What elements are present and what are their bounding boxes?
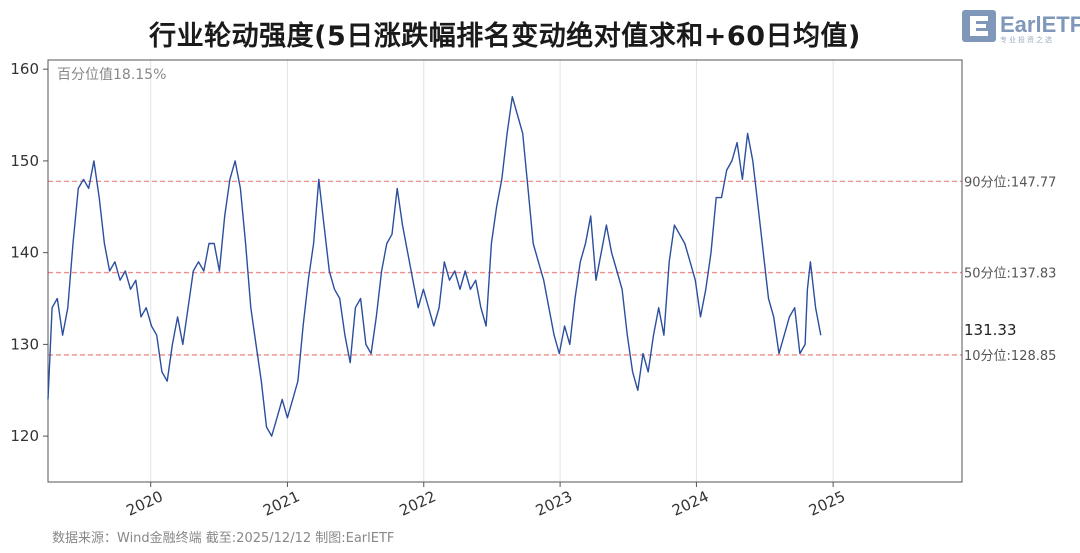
y-tick-label-130: 130	[10, 335, 39, 353]
chart-title: 行业轮动强度(5日涨跌幅排名变动绝对值求和+60日均值)	[149, 21, 861, 52]
reference-line-label-1: 50分位:137.83	[964, 267, 1056, 282]
plot-area-border	[47, 59, 963, 483]
logo-mark-icon	[962, 10, 996, 42]
earletf-logo: EarlETF 专业投资之选	[962, 8, 1080, 44]
percentile-annotation: 百分位值18.15%	[57, 67, 166, 83]
logo-subtext: 专业投资之选	[1000, 36, 1054, 44]
y-tick-label-160: 160	[10, 60, 39, 78]
y-tick-label-140: 140	[10, 244, 39, 262]
series-layer	[47, 95, 822, 437]
x-tick-label-2020: 2020	[123, 487, 165, 519]
percentile-reference-lines: 90分位:147.77 50分位:137.83 10分位:128.85	[48, 175, 1056, 364]
x-tick-label-2022: 2022	[397, 487, 439, 519]
x-tick-label-2023: 2023	[533, 487, 575, 519]
x-tick-label-2021: 2021	[260, 487, 302, 519]
series-line-0	[47, 95, 822, 437]
reference-line-label-2: 10分位:128.85	[964, 349, 1056, 364]
logo-text: EarlETF	[1000, 12, 1080, 37]
x-tick-label-2025: 2025	[806, 487, 848, 519]
y-tick-label-150: 150	[10, 152, 39, 170]
x-axis: 2020 2021 2022 2023 2024 2025	[123, 482, 848, 520]
data-source-note: 数据来源：Wind金融终端 截至:2025/12/12 制图:EarlETF	[52, 531, 395, 546]
last-value-label: 131.33	[964, 321, 1017, 339]
x-tick-label-2024: 2024	[669, 487, 711, 519]
y-tick-label-120: 120	[10, 427, 39, 445]
y-axis: 120 130 140 150 160	[10, 60, 48, 445]
gridlines	[150, 60, 834, 482]
reference-line-label-0: 90分位:147.77	[964, 175, 1056, 190]
